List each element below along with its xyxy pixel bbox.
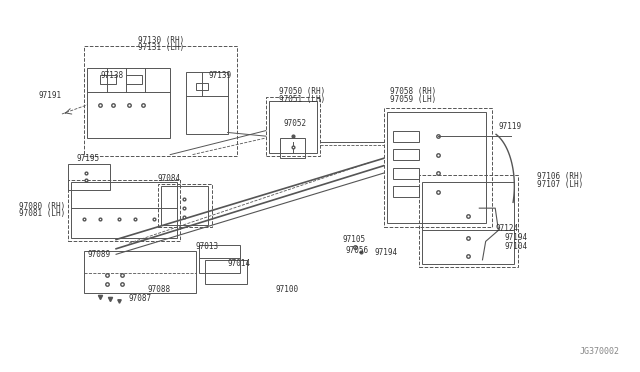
Text: 97056: 97056 bbox=[346, 246, 369, 255]
Bar bbox=[196, 83, 209, 90]
Bar bbox=[88, 68, 170, 138]
Bar bbox=[394, 149, 419, 160]
Text: 97050 (RH): 97050 (RH) bbox=[278, 87, 325, 96]
Bar bbox=[68, 180, 180, 241]
Text: 97052: 97052 bbox=[284, 119, 307, 128]
Text: 97013: 97013 bbox=[196, 243, 219, 251]
Bar bbox=[100, 75, 116, 84]
Text: 97051 (LH): 97051 (LH) bbox=[278, 95, 325, 104]
Text: 97138: 97138 bbox=[100, 71, 124, 80]
Bar bbox=[125, 75, 141, 84]
Text: 97084: 97084 bbox=[157, 174, 180, 183]
Bar bbox=[68, 164, 109, 190]
Bar bbox=[384, 109, 492, 227]
Bar bbox=[84, 46, 237, 157]
Bar bbox=[387, 112, 486, 223]
Bar bbox=[161, 186, 209, 225]
Bar bbox=[72, 182, 177, 238]
Text: 97107 (LH): 97107 (LH) bbox=[537, 180, 583, 189]
Text: 97139: 97139 bbox=[209, 71, 232, 80]
Text: 97105: 97105 bbox=[342, 235, 365, 244]
Bar bbox=[394, 131, 419, 142]
Text: 97191: 97191 bbox=[38, 91, 61, 100]
Bar bbox=[205, 260, 246, 284]
Text: 97088: 97088 bbox=[148, 285, 171, 294]
Bar bbox=[84, 251, 196, 293]
Text: JG370002: JG370002 bbox=[579, 347, 620, 356]
Text: 97014: 97014 bbox=[228, 259, 251, 268]
Text: 97195: 97195 bbox=[77, 154, 100, 163]
Text: 97087: 97087 bbox=[129, 294, 152, 303]
Text: 97194: 97194 bbox=[505, 233, 528, 242]
Text: 97059 (LH): 97059 (LH) bbox=[390, 95, 436, 104]
Bar bbox=[199, 245, 241, 273]
Text: 97100: 97100 bbox=[275, 285, 298, 294]
Bar bbox=[422, 182, 515, 263]
Text: 97106 (RH): 97106 (RH) bbox=[537, 172, 583, 181]
Bar bbox=[280, 138, 305, 158]
Bar bbox=[157, 184, 212, 227]
Text: 97089: 97089 bbox=[88, 250, 111, 259]
Text: 97119: 97119 bbox=[499, 122, 522, 131]
Text: 97131 (LH): 97131 (LH) bbox=[138, 43, 185, 52]
Text: 97081 (LH): 97081 (LH) bbox=[19, 209, 65, 218]
Text: 97104: 97104 bbox=[505, 243, 528, 251]
Text: 97058 (RH): 97058 (RH) bbox=[390, 87, 436, 96]
Bar bbox=[394, 186, 419, 197]
Bar bbox=[419, 175, 518, 267]
Bar bbox=[266, 97, 320, 157]
Bar bbox=[186, 71, 228, 134]
Bar bbox=[394, 167, 419, 179]
Text: 97130 (RH): 97130 (RH) bbox=[138, 36, 185, 45]
Text: 97080 (RH): 97080 (RH) bbox=[19, 202, 65, 211]
Text: 97124: 97124 bbox=[495, 224, 518, 233]
Text: 97194: 97194 bbox=[374, 248, 397, 257]
Bar bbox=[269, 101, 317, 153]
